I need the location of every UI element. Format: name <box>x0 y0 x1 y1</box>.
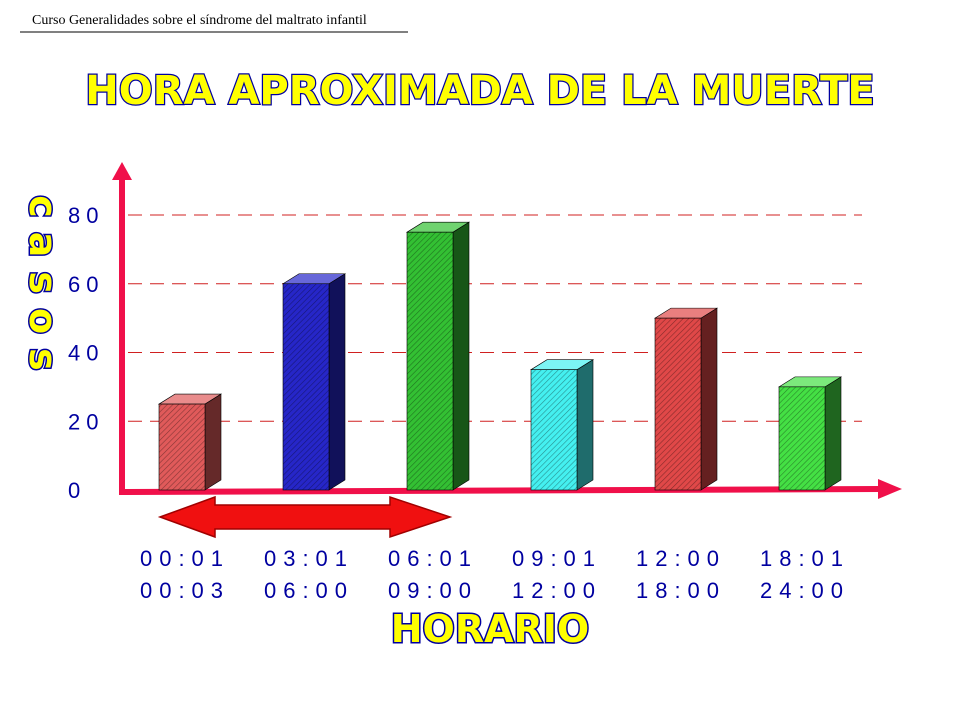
bar-group <box>777 376 843 491</box>
bar-side <box>824 376 842 491</box>
bar <box>406 231 454 491</box>
x-tick-label: 12:00 <box>512 578 602 603</box>
x-tick-label: 24:00 <box>760 578 850 603</box>
y-tick-label: 20 <box>68 409 104 434</box>
bar-side <box>576 359 594 491</box>
bar-group <box>405 221 471 491</box>
bar <box>654 317 702 491</box>
range-arrow <box>157 495 453 539</box>
bar-group <box>157 393 223 491</box>
y-tick-label: 60 <box>68 272 104 297</box>
bar-group <box>281 273 347 491</box>
bar-side <box>700 307 718 491</box>
x-tick-label: 12:00 <box>636 546 726 571</box>
x-tick-label: 18:01 <box>760 546 850 571</box>
y-tick-label: 80 <box>68 203 104 228</box>
y-axis-arrow <box>112 162 132 180</box>
bar <box>778 386 826 491</box>
bar <box>530 369 578 491</box>
y-tick-label: 40 <box>68 341 104 366</box>
x-tick-label: 09:00 <box>388 578 478 603</box>
x-axis-arrow <box>878 479 902 499</box>
bar-side <box>452 221 470 491</box>
bar <box>282 283 330 491</box>
x-axis <box>118 486 881 495</box>
header: Curso Generalidades sobre el síndrome de… <box>32 13 367 28</box>
bar-side <box>328 273 346 491</box>
x-tick-label: 00:01 <box>140 546 230 571</box>
x-tick-label: 03:01 <box>264 546 354 571</box>
x-axis-label: HORARIO <box>391 607 589 651</box>
chart-title: HORA APROXIMADA DE LA MUERTE <box>85 68 874 114</box>
x-tick-label: 00:03 <box>140 578 230 603</box>
x-tick-label: 18:00 <box>636 578 726 603</box>
x-tick-label: 06:01 <box>388 546 478 571</box>
y-tick-label: 0 <box>68 478 86 503</box>
y-axis-label: casos <box>21 195 65 385</box>
x-tick-label: 09:01 <box>512 546 602 571</box>
bar-group <box>529 359 595 491</box>
bar-side <box>204 393 222 491</box>
bar-group <box>653 307 719 491</box>
x-tick-label: 06:00 <box>264 578 354 603</box>
bar <box>158 403 206 491</box>
